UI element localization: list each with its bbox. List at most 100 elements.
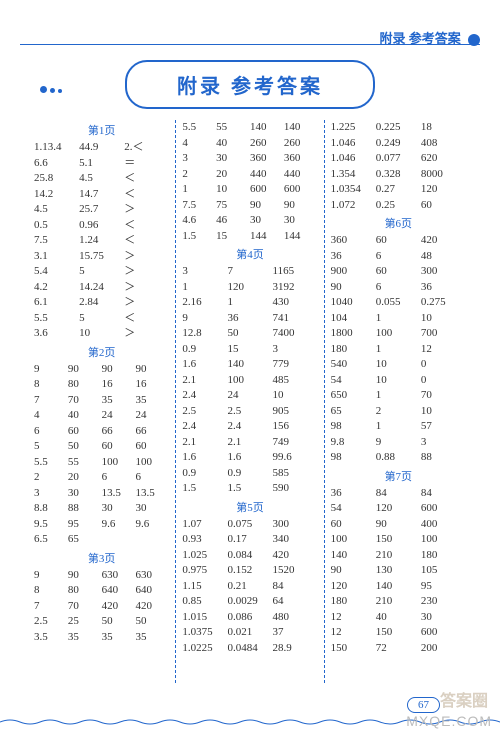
answer-cell: 420 xyxy=(273,548,318,564)
answer-cell: 37 xyxy=(273,625,318,641)
answer-cell: 60 xyxy=(135,439,169,455)
answer-cell: 60 xyxy=(331,517,376,533)
answer-cell: 1.015 xyxy=(182,610,227,626)
answer-cell: 14.2 xyxy=(34,187,79,203)
answer-cell: 3 xyxy=(421,435,466,451)
answer-cell: 0 xyxy=(421,357,466,373)
answer-cell: 9 xyxy=(182,311,227,327)
answer-row: 14.214.7＜ xyxy=(34,187,169,203)
answer-cell xyxy=(135,532,169,548)
answer-cell: 3 xyxy=(34,486,68,502)
answer-cell: 65 xyxy=(331,404,376,420)
answer-cell: 54 xyxy=(331,373,376,389)
answer-cell: 20 xyxy=(216,167,250,183)
answer-row: 6.565 xyxy=(34,532,169,548)
answer-row: 0.9750.1521520 xyxy=(182,563,317,579)
answer-row: 180210230 xyxy=(331,594,466,610)
answer-cell: 0.5 xyxy=(34,218,79,234)
answer-row: 1.150.2184 xyxy=(182,579,317,595)
answer-row: 2.1100485 xyxy=(182,373,317,389)
answer-cell: 0.075 xyxy=(227,517,272,533)
answer-cell: 0.0484 xyxy=(227,641,272,657)
answer-row: 1800100700 xyxy=(331,326,466,342)
answer-row: 5.555140140 xyxy=(182,120,317,136)
answer-cell: 620 xyxy=(421,151,466,167)
answer-cell: 14.24 xyxy=(79,280,124,296)
answer-cell: 4 xyxy=(182,136,216,152)
answer-cell: 90 xyxy=(376,517,421,533)
answer-row: 90636 xyxy=(331,280,466,296)
answer-cell: 0.9 xyxy=(182,466,227,482)
answer-cell: ＜ xyxy=(124,187,169,203)
answer-cell: 80 xyxy=(68,377,102,393)
answer-cell: 1.0375 xyxy=(182,625,227,641)
answer-row: 12.8507400 xyxy=(182,326,317,342)
answer-row: 1.3540.3288000 xyxy=(331,167,466,183)
answer-cell: 340 xyxy=(273,532,318,548)
answer-cell: 84 xyxy=(376,486,421,502)
answer-row: 54100 xyxy=(331,373,466,389)
answer-cell: 14.7 xyxy=(79,187,124,203)
answer-cell: 6.1 xyxy=(34,295,79,311)
answer-row: 4.6463030 xyxy=(182,213,317,229)
answer-cell: 57 xyxy=(421,419,466,435)
answer-row: 0.9153 xyxy=(182,342,317,358)
answer-row: 1.0460.077620 xyxy=(331,151,466,167)
answer-cell: 260 xyxy=(250,136,284,152)
answer-cell: 3192 xyxy=(273,280,318,296)
answer-cell: 1.046 xyxy=(331,136,376,152)
answer-cell: 36 xyxy=(331,249,376,265)
answer-cell: 210 xyxy=(376,548,421,564)
answer-row: 2.5255050 xyxy=(34,614,169,630)
answer-row: 7.5759090 xyxy=(182,198,317,214)
answer-cell: 360 xyxy=(331,233,376,249)
answer-cell: 140 xyxy=(227,357,272,373)
answer-cell: 3 xyxy=(182,264,227,280)
answer-cell: ＞ xyxy=(124,249,169,265)
answer-cell: 360 xyxy=(284,151,318,167)
answer-row: 6090400 xyxy=(331,517,466,533)
answer-cell: 0.086 xyxy=(227,610,272,626)
answer-cell: 2 xyxy=(34,470,68,486)
answer-cell: 120 xyxy=(227,280,272,296)
answer-cell: 90 xyxy=(68,568,102,584)
answer-cell: 5 xyxy=(79,311,124,327)
answer-cell: 24 xyxy=(102,408,136,424)
answer-cell: 35 xyxy=(102,630,136,646)
answer-row: 2.42410 xyxy=(182,388,317,404)
answer-cell: 1.354 xyxy=(331,167,376,183)
answer-cell: 48 xyxy=(421,249,466,265)
answer-cell: 99.6 xyxy=(273,450,318,466)
answer-cell: 90 xyxy=(250,198,284,214)
answer-cell: ＜ xyxy=(124,171,169,187)
answer-row: 2.12.1749 xyxy=(182,435,317,451)
answer-cell: 100 xyxy=(135,455,169,471)
answer-cell: 0.27 xyxy=(376,182,421,198)
answer-cell: 60 xyxy=(376,233,421,249)
answer-cell: 1.07 xyxy=(182,517,227,533)
answer-cell: 120 xyxy=(376,501,421,517)
answer-cell: 40 xyxy=(68,408,102,424)
answer-cell: 50 xyxy=(102,614,136,630)
answer-cell: 180 xyxy=(421,548,466,564)
answer-cell: 7400 xyxy=(273,326,318,342)
answer-cell: 905 xyxy=(273,404,318,420)
answer-row: 371165 xyxy=(182,264,317,280)
answer-row: 5.45＞ xyxy=(34,264,169,280)
answer-row: 440260260 xyxy=(182,136,317,152)
answer-cell: 16 xyxy=(135,377,169,393)
answer-cell: 0.88 xyxy=(376,450,421,466)
answer-cell: 6 xyxy=(376,280,421,296)
page-number: 67 xyxy=(407,697,440,713)
answer-cell: 4.2 xyxy=(34,280,79,296)
answer-row: 7703535 xyxy=(34,393,169,409)
answer-cell: 150 xyxy=(331,641,376,657)
answer-row: 36648 xyxy=(331,249,466,265)
answer-row: 98157 xyxy=(331,419,466,435)
answer-cell: 8 xyxy=(34,377,68,393)
page-label: 第2页 xyxy=(34,344,169,360)
answer-cell: 0.225 xyxy=(376,120,421,136)
answer-column: 5.55514014044026026033036036022044044011… xyxy=(176,120,324,683)
answer-cell: 430 xyxy=(273,295,318,311)
answer-cell: 6.6 xyxy=(34,156,79,172)
